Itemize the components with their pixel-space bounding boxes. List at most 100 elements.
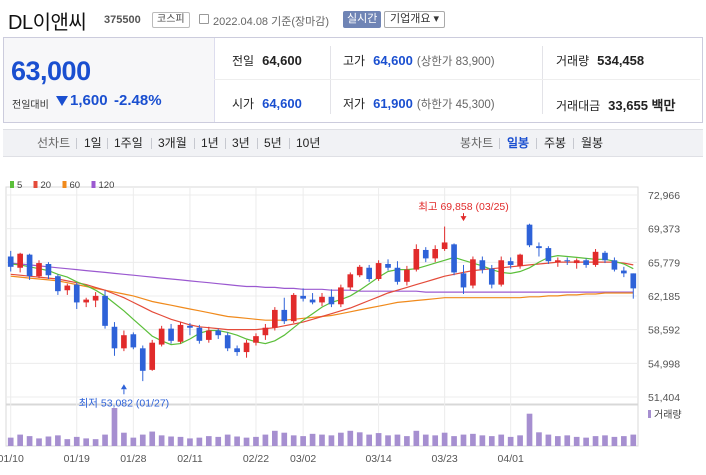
volume-bar	[328, 435, 335, 446]
volume-bar	[36, 438, 42, 446]
candle-body	[583, 260, 589, 265]
x-tick-label: 03/14	[365, 453, 391, 465]
volume-bar	[73, 436, 80, 446]
stat-prev-value: 64,600	[262, 53, 302, 68]
volume-bar	[404, 436, 410, 446]
candle-body	[507, 261, 514, 265]
candle-body	[611, 260, 618, 270]
divider	[536, 138, 537, 149]
change-percent: -2.48%	[114, 92, 162, 109]
realtime-button[interactable]: 실시간	[343, 11, 382, 28]
volume-bar	[630, 434, 637, 446]
x-tick-label: 02/11	[177, 453, 203, 465]
candle-body	[177, 324, 184, 342]
tab-monthly-candle[interactable]: 월봉	[581, 136, 604, 150]
tab-1week[interactable]: 1주일	[114, 136, 143, 150]
candle-body	[498, 260, 505, 285]
volume-bar	[432, 435, 439, 446]
tab-3month[interactable]: 3개월	[158, 136, 187, 150]
candle-body	[441, 242, 448, 250]
volume-bar	[479, 435, 486, 446]
stat-low-value: 61,900	[373, 96, 413, 111]
candle-body	[64, 285, 71, 291]
candle-body	[630, 273, 637, 289]
volume-bar	[507, 436, 514, 446]
candle-body	[592, 251, 599, 265]
volume-bar	[488, 436, 495, 446]
tab-1day[interactable]: 1일	[84, 136, 102, 150]
volume-bar	[121, 432, 127, 446]
candle-body	[196, 327, 203, 341]
divider	[542, 46, 543, 114]
line-chart-label: 선차트	[37, 136, 71, 150]
candle-body	[479, 260, 486, 270]
tab-1year[interactable]: 1년	[201, 136, 219, 150]
legend-swatch	[91, 181, 96, 188]
tab-10year[interactable]: 10년	[296, 136, 321, 150]
y-tick-label: 69,373	[648, 224, 680, 236]
volume-bar	[309, 433, 316, 446]
volume-bar	[573, 436, 580, 446]
ma20-line	[10, 261, 634, 331]
candle-body	[526, 224, 533, 246]
stat-volume-value: 534,458	[597, 53, 645, 68]
divider	[214, 79, 700, 80]
candle-body	[290, 294, 297, 322]
candle-body	[385, 264, 391, 268]
volume-bar	[45, 436, 52, 446]
candle-body	[460, 273, 467, 288]
volume-bar	[338, 432, 344, 446]
tab-weekly-candle[interactable]: 주봉	[544, 136, 567, 150]
candle-body	[149, 342, 156, 370]
volume-bar	[158, 435, 165, 446]
volume-bar	[92, 439, 99, 446]
volume-bar	[422, 434, 429, 446]
stat-low-label: 저가	[343, 97, 366, 111]
candle-body	[413, 249, 420, 270]
x-tick-label: 01/28	[120, 453, 146, 465]
candle-body	[102, 295, 108, 326]
stat-open: 시가 64,600	[232, 95, 302, 112]
candle-body	[234, 348, 240, 353]
candle-body	[83, 299, 90, 303]
tab-daily-candle[interactable]: 일봉	[507, 136, 530, 150]
volume-bar	[498, 434, 505, 446]
candlestick-chart[interactable]: 72,966 69,373 65,779 62,185 58,592 54,998 51,4…	[0, 170, 706, 475]
candle-body	[55, 276, 61, 292]
candle-body	[432, 249, 439, 259]
stat-prev: 전일 64,600	[232, 52, 302, 69]
volume-bar	[602, 435, 608, 446]
candle-body	[253, 336, 259, 343]
candle-body	[319, 296, 325, 303]
candle-body	[26, 254, 33, 277]
candle-body	[111, 326, 118, 349]
company-overview-button[interactable]: 기업개요 ▾	[384, 11, 446, 28]
candle-body	[92, 295, 99, 301]
candle-body	[422, 249, 429, 259]
x-tick-label: 04/01	[498, 453, 524, 465]
volume-bar	[262, 434, 269, 446]
candle-body	[73, 284, 80, 303]
candle-body	[347, 274, 354, 288]
candle-body	[130, 334, 137, 348]
legend-label: 60	[70, 180, 81, 191]
candle-body	[272, 309, 278, 328]
candle-body	[281, 309, 288, 322]
volume-bar	[243, 437, 250, 446]
volume-bar	[130, 437, 137, 446]
tab-5year[interactable]: 5년	[264, 136, 282, 150]
min-arrow-icon	[120, 384, 127, 390]
volume-bar	[366, 434, 372, 446]
candle-body	[602, 252, 608, 261]
volume-bar	[7, 437, 14, 446]
stat-high: 고가 64,600 (상한가 83,900)	[343, 52, 495, 69]
volume-bar	[413, 430, 420, 446]
y-tick-label: 51,404	[648, 392, 680, 404]
volume-bar	[139, 434, 146, 446]
volume-bar	[300, 436, 306, 446]
tab-3year[interactable]: 3년	[232, 136, 250, 150]
ma120-line	[10, 262, 634, 293]
x-tick-label: 03/23	[431, 453, 457, 465]
candle-body	[7, 256, 14, 267]
chart-period-tabs: 선차트 1일 1주일 3개월 1년 3년 5년 10년 봉차트 일봉 주봉 월봉	[3, 129, 703, 157]
